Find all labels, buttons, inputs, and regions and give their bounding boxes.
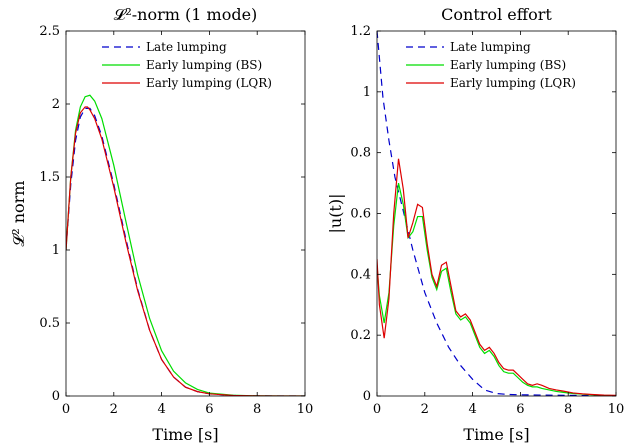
y-tick-label: 2.5 [39, 24, 60, 39]
x-tick-label: 4 [157, 402, 165, 417]
axes-box [65, 30, 306, 397]
y-tick-label: 0 [363, 389, 371, 404]
chart-panel-2: 0 2 4 6 8 10 0 0.2 0.4 0.6 0.8 1 1.2 Control effort Ti… [326, 5, 624, 444]
y-tick-label: 0.2 [350, 328, 371, 343]
y-tick-label: 0 [52, 389, 60, 404]
x-tick-label: 0 [373, 402, 381, 417]
x-tick-label: 0 [62, 402, 70, 417]
x-tick-label: 10 [608, 402, 625, 417]
series-line-early-lumping-lqr- [66, 106, 305, 396]
x-tick-label: 6 [516, 402, 524, 417]
legend-label: Late lumping [450, 40, 531, 54]
x-tick-label: 2 [421, 402, 429, 417]
legend: Late lumping Early lumping (BS) Early lump… [400, 37, 590, 95]
x-tick-label: 4 [468, 402, 476, 417]
chart-title: Control effort [441, 5, 552, 24]
series-line-early-lumping-lqr- [377, 158, 616, 396]
series-line-late-lumping [377, 31, 616, 396]
x-tick-label: 8 [564, 402, 572, 417]
x-tick-label: 6 [205, 402, 213, 417]
x-tick-label: 8 [253, 402, 261, 417]
y-tick-label: 1 [363, 85, 371, 100]
legend: Late lumping Early lumping (BS) Early lump… [96, 37, 298, 95]
chart-panel-1: 0 2 4 6 8 10 0 0.5 1 1.5 2 2.5 𝓛²-norm (1 mode) Time … [9, 5, 313, 444]
x-axis-label: Time [s] [463, 425, 529, 444]
y-tick-label: 0.6 [350, 207, 371, 222]
y-tick-label: 0.5 [39, 316, 60, 331]
legend-label: Early lumping (LQR) [450, 76, 576, 90]
y-axis-label: 𝓛² norm [9, 181, 28, 247]
y-axis-label: |u(t)| [326, 194, 345, 234]
legend-label: Early lumping (BS) [146, 58, 262, 72]
x-tick-label: 2 [110, 402, 118, 417]
y-tick-label: 0.4 [350, 267, 371, 282]
legend-label: Late lumping [146, 40, 227, 54]
x-tick-label: 10 [297, 402, 314, 417]
chart-title: 𝓛²-norm (1 mode) [114, 5, 258, 24]
y-tick-label: 1.2 [350, 24, 371, 39]
x-axis-label: Time [s] [152, 425, 218, 444]
y-tick-label: 1 [52, 243, 60, 258]
y-tick-label: 1.5 [39, 170, 60, 185]
legend-label: Early lumping (BS) [450, 58, 566, 72]
legend-label: Early lumping (LQR) [146, 76, 272, 90]
y-tick-label: 2 [52, 97, 60, 112]
y-tick-label: 0.8 [350, 146, 371, 161]
